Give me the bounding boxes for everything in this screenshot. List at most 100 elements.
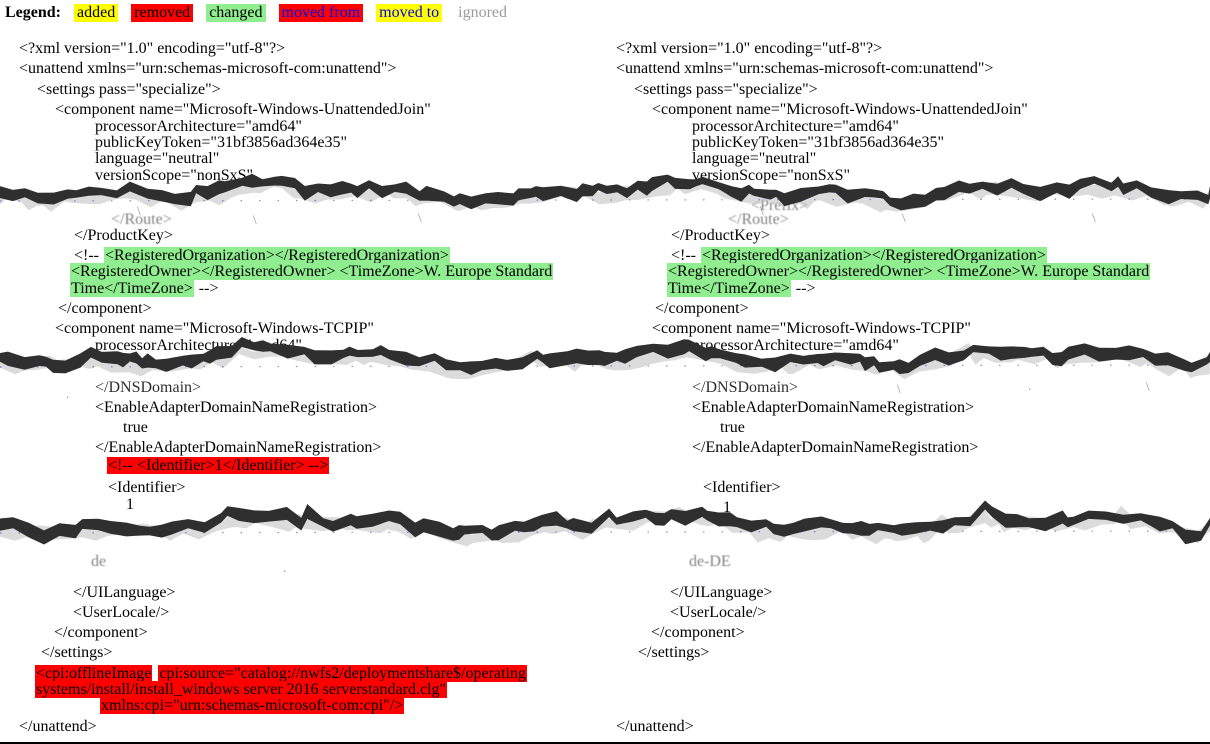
xml-text-segment: </component> [651, 624, 745, 641]
bottom-border [0, 742, 1210, 744]
xml-line: processorArchitecture="amd64" [94, 337, 303, 354]
xml-line: <UserLocale/> [72, 604, 170, 621]
ocr-noise-mark: \ [418, 210, 422, 225]
xml-text-segment: <!-- [74, 247, 104, 264]
xml-line: language="neutral" [691, 150, 817, 167]
legend-item-ignored: ignored [458, 4, 508, 21]
xml-text-segment: 1 [723, 499, 731, 516]
xml-text-segment: versionScope="nonSxS" [692, 167, 851, 184]
xml-text-segment: </unattend> [616, 718, 694, 735]
xml-text-segment: <!-- [671, 247, 701, 264]
xml-text-segment: <unattend xmlns="urn:schemas-microsoft-c… [19, 60, 397, 77]
diff-changed-segment: <RegisteredOwner></RegisteredOwner> <Tim… [667, 263, 1151, 280]
xml-text-segment: processorArchitecture="amd64" [692, 337, 899, 354]
xml-text-segment: publicKeyToken="31bf3856ad364e35" [692, 134, 945, 151]
legend-item-removed: removed [131, 4, 194, 22]
diff-changed-segment: <RegisteredOrganization></RegisteredOrga… [104, 247, 450, 264]
xml-text-segment: </ProductKey> [74, 227, 173, 244]
xml-line: xmlns:cpi="urn:schemas-microsoft-com:cpi… [100, 697, 405, 714]
xml-line: <settings pass="specialize"> [633, 81, 819, 98]
xml-text-segment: publicKeyToken="31bf3856ad364e35" [95, 134, 348, 151]
xml-text-segment: </component> [58, 300, 152, 317]
xml-line: </ProductKey> [73, 227, 174, 244]
xml-line: <EnableAdapterDomainNameRegistration> [691, 399, 975, 416]
xml-line: processorArchitecture="amd64" [691, 118, 900, 135]
xml-line: </settings> [637, 644, 710, 661]
xml-line: versionScope="nonSxS" [691, 167, 851, 184]
xml-text-segment: <?xml version="1.0" encoding="utf-8"?> [616, 40, 883, 57]
ocr-noise-mark: \ [1146, 379, 1150, 394]
xml-text-segment: </settings> [638, 644, 710, 661]
xml-line: <Identifier> [702, 479, 782, 496]
xml-text-segment: <component name="Microsoft-Windows-Unatt… [55, 101, 431, 118]
xml-line: versionScope="nonSxS" [94, 167, 254, 184]
xml-line: </UILanguage> [72, 584, 176, 601]
xml-text-segment: <unattend xmlns="urn:schemas-microsoft-c… [616, 60, 994, 77]
xml-line: de [90, 553, 107, 570]
xml-text-segment: <UserLocale/> [670, 604, 767, 621]
xml-line: <RegisteredOwner></RegisteredOwner> <Tim… [70, 263, 554, 280]
xml-text-segment: language="neutral" [692, 150, 817, 167]
xml-text-segment: </UILanguage> [670, 584, 773, 601]
xml-line: <EnableAdapterDomainNameRegistration> [94, 399, 378, 416]
xml-text-segment: --> [194, 280, 219, 297]
xml-text-segment: </UILanguage> [73, 584, 176, 601]
xml-line: </UILanguage> [669, 584, 773, 601]
xml-text-segment: </ProductKey> [671, 227, 770, 244]
ocr-noise-mark: \ [760, 203, 764, 218]
xml-text-segment: de [91, 553, 107, 570]
xml-line: <!-- <RegisteredOrganization></Registere… [73, 247, 450, 264]
xml-text-segment: de-DE [689, 553, 731, 570]
diff-changed-segment: <RegisteredOwner></RegisteredOwner> <Tim… [70, 263, 554, 280]
xml-line: </Route> [727, 211, 790, 228]
xml-text-segment: versionScope="nonSxS" [95, 167, 254, 184]
xml-text-segment: processorArchitecture="amd64" [692, 118, 899, 135]
xml-line: 1 [125, 496, 135, 513]
xml-text-segment: <EnableAdapterDomainNameRegistration> [692, 399, 974, 416]
xml-line: <component name="Microsoft-Windows-Unatt… [651, 101, 1029, 118]
xml-line: <!-- <Identifier>1</Identifier> --> [107, 457, 330, 474]
xml-text-segment: true [720, 419, 745, 436]
xml-text-segment: </settings> [41, 644, 113, 661]
xml-text-segment: <UserLocale/> [73, 604, 170, 621]
xml-line: </unattend> [18, 718, 98, 735]
xml-text-segment: --> [791, 280, 816, 297]
xml-line: true [719, 419, 746, 436]
xml-line: <Identifier> [107, 479, 187, 496]
xml-text-segment: language="neutral" [95, 150, 220, 167]
legend-item-moved-from: moved from [278, 4, 364, 22]
xml-text-segment: </DNSDomain> [95, 379, 202, 396]
diff-removed-segment: cpi:source="catalog://nwfs2/deploymentsh… [158, 665, 527, 682]
diff-removed-segment: <cpi:offlineImage [35, 665, 153, 682]
xml-line: processorArchitecture="amd64" [94, 118, 303, 135]
ocr-noise-mark: \ [253, 212, 257, 227]
xml-line: </component> [654, 300, 750, 317]
xml-line: systems/install/install_windows server 2… [35, 681, 448, 698]
diff-changed-segment: <RegisteredOrganization></RegisteredOrga… [701, 247, 1047, 264]
xml-line: Time</TimeZone> --> [667, 280, 816, 297]
diff-changed-segment: Time</TimeZone> [667, 280, 791, 297]
ocr-noise-mark: \ [1092, 210, 1096, 225]
xml-text-segment: <component name="Microsoft-Windows-Unatt… [652, 101, 1028, 118]
xml-text-segment: </Route> [728, 211, 789, 228]
xml-text-segment: true [123, 419, 148, 436]
xml-line: <settings pass="specialize"> [36, 81, 222, 98]
xml-line: <unattend xmlns="urn:schemas-microsoft-c… [615, 60, 994, 77]
diff-removed-segment: systems/install/install_windows server 2… [35, 681, 448, 698]
xml-line: <cpi:offlineImage cpi:source="catalog://… [35, 665, 527, 682]
diff-removed-segment: xmlns:cpi="urn:schemas-microsoft-com:cpi… [100, 697, 405, 714]
xml-line: </component> [57, 300, 153, 317]
legend-item-added: added [74, 4, 119, 22]
xml-line: </EnableAdapterDomainNameRegistration> [691, 439, 979, 456]
xml-text-segment: processorArchitecture="amd64" [95, 118, 302, 135]
xml-line: 1 [722, 499, 732, 516]
xml-line: <RegisteredOwner></RegisteredOwner> <Tim… [667, 263, 1151, 280]
legend: Legend: added removed changed moved from mov… [5, 4, 510, 22]
xml-text-segment: </DNSDomain> [692, 379, 799, 396]
xml-text-segment: processorArchitecture="amd64" [95, 337, 302, 354]
xml-line: </DNSDomain> [691, 379, 799, 396]
xml-line: de-DE [688, 553, 732, 570]
xml-line: </Route> [110, 211, 173, 228]
